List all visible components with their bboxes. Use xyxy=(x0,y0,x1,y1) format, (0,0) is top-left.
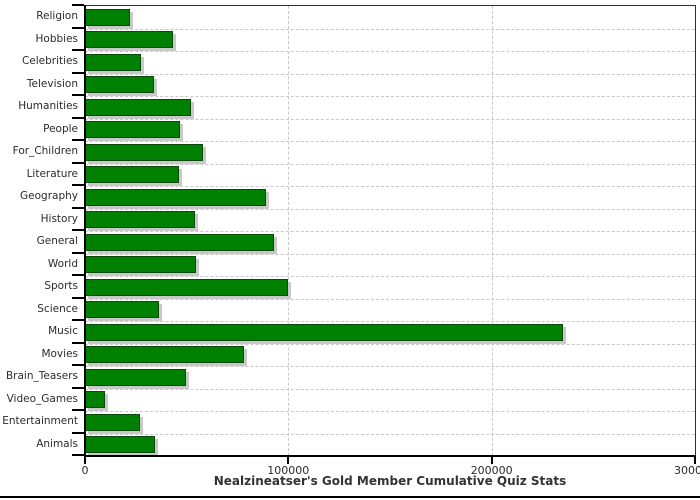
x-tick-label-200000: 200000 xyxy=(470,464,513,477)
category-label-geography: Geography xyxy=(20,190,78,202)
chart-title: Nealzineatser's Gold Member Cumulative Q… xyxy=(213,474,567,488)
x-axis-tick-0 xyxy=(84,457,86,464)
category-label-general: General xyxy=(36,235,78,247)
bar-celebrities xyxy=(85,53,141,71)
bar-music xyxy=(85,323,563,341)
category-label-celebrities: Celebrities xyxy=(21,55,78,67)
x-axis-tick-300000 xyxy=(694,457,696,464)
y-axis-tick xyxy=(72,161,84,164)
y-axis-tick xyxy=(72,431,84,434)
category-label-hobbies: Hobbies xyxy=(35,32,79,45)
bar-humanities xyxy=(85,98,191,116)
category-label-movies: Movies xyxy=(41,347,78,360)
y-axis-tick xyxy=(72,296,84,299)
y-axis-tick xyxy=(72,251,84,254)
bar-people xyxy=(85,121,180,138)
horizontal-gridline xyxy=(85,28,695,30)
horizontal-gridline xyxy=(85,433,695,435)
x-axis-tick-200000 xyxy=(490,457,493,464)
category-label-video_games: Video_Games xyxy=(6,392,78,405)
horizontal-gridline xyxy=(85,276,695,277)
y-axis-tick xyxy=(72,386,84,389)
horizontal-gridline xyxy=(85,208,695,210)
horizontal-gridline xyxy=(85,321,695,322)
bar-literature xyxy=(85,166,179,183)
horizontal-gridline xyxy=(85,51,695,52)
x-axis-line xyxy=(84,455,696,457)
y-axis-line xyxy=(84,5,86,456)
horizontal-gridline xyxy=(85,118,695,120)
horizontal-gridline xyxy=(85,253,695,255)
y-axis-tick xyxy=(72,26,84,29)
y-axis-tick xyxy=(72,364,84,366)
bar-geography xyxy=(85,188,266,206)
y-axis-tick xyxy=(72,206,84,209)
category-label-for_children: For_Children xyxy=(12,145,78,157)
horizontal-gridline xyxy=(85,186,695,187)
x-tick-label-0: 0 xyxy=(81,464,89,477)
bar-general xyxy=(85,233,275,251)
x-tick-label-100000: 100000 xyxy=(267,464,310,477)
bar-hobbies xyxy=(85,31,174,48)
y-axis-tick xyxy=(72,409,84,411)
category-label-science: Science xyxy=(37,302,78,315)
y-axis-tick xyxy=(72,71,84,74)
bar-movies xyxy=(85,346,244,363)
category-label-people: People xyxy=(43,122,78,135)
bar-brain_teasers xyxy=(85,368,186,386)
bar-science xyxy=(85,301,160,318)
category-label-history: History xyxy=(40,212,78,225)
category-label-religion: Religion xyxy=(36,10,78,22)
y-axis-tick xyxy=(72,454,84,456)
y-axis-tick xyxy=(72,319,84,321)
horizontal-gridline xyxy=(85,231,695,232)
category-label-world: World xyxy=(47,257,78,270)
bottom-rule xyxy=(0,496,700,498)
horizontal-gridline xyxy=(85,96,695,97)
horizontal-gridline xyxy=(85,366,695,367)
category-label-television: Television xyxy=(26,77,78,90)
y-axis-tick xyxy=(72,341,84,344)
x-axis-tick-100000 xyxy=(287,457,290,464)
horizontal-gridline xyxy=(85,343,695,345)
bar-world xyxy=(85,256,196,273)
category-label-music: Music xyxy=(48,325,78,337)
category-label-brain_teasers: Brain_Teasers xyxy=(5,370,78,382)
bar-sports xyxy=(85,278,289,296)
y-axis-tick xyxy=(72,184,84,186)
y-axis-tick xyxy=(72,94,84,96)
y-axis-tick xyxy=(72,229,84,231)
x-tick-label-300000: 300000 xyxy=(674,464,700,477)
horizontal-gridline xyxy=(85,73,695,75)
horizontal-gridline xyxy=(85,411,695,412)
bar-video_games xyxy=(85,391,106,408)
y-axis-tick xyxy=(72,116,84,119)
bar-entertainment xyxy=(85,413,140,431)
bar-history xyxy=(85,211,195,228)
category-label-humanities: Humanities xyxy=(18,100,78,112)
category-label-entertainment: Entertainment xyxy=(2,415,78,427)
horizontal-gridline xyxy=(85,163,695,165)
bar-for_children xyxy=(85,143,203,161)
y-axis-tick xyxy=(72,274,84,276)
y-axis-tick xyxy=(72,4,84,6)
y-axis-tick xyxy=(72,139,84,141)
bar-television xyxy=(85,76,155,93)
bar-animals xyxy=(85,436,156,453)
horizontal-gridline xyxy=(85,388,695,390)
horizontal-gridline xyxy=(85,298,695,300)
category-label-literature: Literature xyxy=(26,167,78,180)
plot-area xyxy=(85,5,696,456)
horizontal-gridline xyxy=(85,141,695,142)
y-axis-tick xyxy=(72,49,84,51)
category-label-animals: Animals xyxy=(36,437,78,450)
category-label-sports: Sports xyxy=(44,280,78,292)
bar-religion xyxy=(85,8,130,26)
